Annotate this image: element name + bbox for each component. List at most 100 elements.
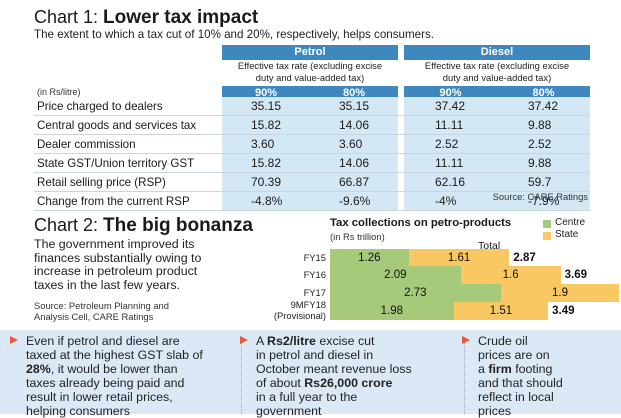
- bar-value-label: 2.73: [404, 287, 427, 299]
- petrol-desc-line1: Effective tax rate (excluding excise: [237, 60, 383, 71]
- note-line: October meant revenue loss: [256, 362, 412, 376]
- note-line: in a full year to the: [256, 390, 358, 404]
- bar-value-label: 1.51: [489, 305, 513, 317]
- table-row-band: [222, 135, 398, 154]
- table-cell: -9.6%: [339, 194, 371, 208]
- table-row-band: [222, 192, 398, 211]
- bar-value-label: 2.09: [384, 269, 407, 281]
- units-label: (in Rs/litre): [37, 87, 81, 97]
- note-line: taxes already being paid and: [26, 376, 185, 390]
- table-row: Central goods and services tax 15.82 14.06…: [34, 116, 590, 135]
- note-2: A Rs2/litre excise cut in petrol and dies…: [240, 334, 412, 418]
- chart1-subtitle: The extent to which a tax cut of 10% and…: [34, 28, 434, 41]
- table-cell: 37.42: [528, 99, 559, 113]
- note-line: helping consumers: [26, 404, 131, 418]
- bar-value-label: 1.26: [358, 252, 381, 264]
- table-row-rule: [34, 115, 590, 116]
- notes-panel: [0, 330, 621, 414]
- table-row-band: [404, 173, 590, 192]
- table-cell: 14.06: [339, 156, 370, 170]
- note-line: taxed at the highest GST slab of: [26, 348, 203, 362]
- table-cell: 35.15: [339, 99, 370, 113]
- notes-divider-2: [464, 338, 466, 414]
- table-cell: 62.16: [435, 175, 466, 189]
- bar-segment-centre: [330, 284, 501, 302]
- table-cell: 11.11: [435, 156, 464, 170]
- bar-total-label: 3.49: [552, 305, 575, 317]
- legend-centre-label: Centre: [555, 217, 586, 228]
- notes-divider-1: [241, 338, 243, 414]
- table-cell: 66.87: [339, 175, 370, 189]
- legend-state-swatch: [543, 232, 551, 240]
- table-row-band: [222, 173, 398, 192]
- table-cell: 2.52: [528, 137, 552, 151]
- note-line: Crude oil: [478, 334, 528, 348]
- table-row-label: Change from the current RSP: [37, 195, 190, 208]
- table-cell: 15.82: [251, 156, 282, 170]
- note-line: prices are on: [478, 348, 550, 362]
- table-row-rule: [34, 153, 590, 154]
- bar-category-label: 9MFY18 (Provisional): [273, 299, 326, 321]
- diesel-header: Diesel: [404, 45, 590, 60]
- bar-chart-title: Tax collections on petro-products: [330, 217, 512, 229]
- chart2-source: Source: Petroleum Planning and Analysis …: [34, 300, 169, 322]
- bar-segment-centre: [330, 302, 454, 320]
- note-line: result in lower retail prices,: [26, 390, 173, 404]
- note-line: reflect in local: [478, 390, 554, 404]
- note-line: prices: [478, 404, 512, 418]
- bar-category-label: FY17: [303, 287, 326, 298]
- note-line: 28%, it would be lower than: [26, 362, 178, 376]
- table-row-rule: [34, 210, 590, 211]
- bar-segment-state: [408, 249, 510, 267]
- bar-value-label: 1.9: [552, 287, 568, 299]
- chart2-source-line1: Source: Petroleum Planning and: [34, 300, 169, 311]
- diesel-desc-line2: duty and value-added tax): [442, 72, 552, 83]
- bar-category-label: FY16: [303, 269, 326, 280]
- note-line: government: [256, 404, 322, 418]
- table-cell: 59.7: [528, 175, 552, 189]
- table-cell: 15.82: [251, 118, 282, 132]
- petrol-rate-description: Effective tax rate (excluding excise dut…: [222, 60, 398, 86]
- legend-state-label: State: [555, 229, 579, 240]
- table-row-band: [404, 154, 590, 173]
- bar-value-label: 1.6: [502, 269, 519, 281]
- table-row-band: [404, 116, 590, 135]
- table-row-label: Dealer commission: [37, 138, 136, 151]
- note-line: Even if petrol and diesel are: [26, 334, 180, 348]
- table-row-rule: [34, 172, 590, 173]
- table-row-label: State GST/Union territory GST: [37, 157, 195, 170]
- chart2-source-line2: Analysis Cell, CARE Ratings: [34, 311, 154, 322]
- chart2-title: Chart 2: The big bonanza: [34, 215, 253, 237]
- table-row-rule: [34, 134, 590, 135]
- table-row-band: [222, 154, 398, 173]
- note-line: and that should: [478, 376, 563, 390]
- petrol-header: Petrol: [222, 45, 398, 60]
- table-cell: 3.60: [339, 137, 363, 151]
- chart1-title: Chart 1: Lower tax impact: [34, 7, 258, 29]
- table-row-label: Central goods and services tax: [37, 119, 197, 132]
- diesel-rate-description: Effective tax rate (excluding excise dut…: [404, 60, 590, 86]
- table-row: Retail selling price (RSP) 70.39 66.87 62.1…: [34, 173, 590, 192]
- legend-centre-swatch: [543, 220, 551, 228]
- table-cell: 37.42: [435, 99, 466, 113]
- table-row: Change from the current RSP -4.8% -9.6% -4%…: [34, 192, 590, 211]
- bar-segment-centre: [330, 249, 409, 267]
- table-row-label: Price charged to dealers: [37, 100, 163, 113]
- chart2-desc-line1: The government improved its: [34, 237, 195, 251]
- chart2-desc-line4: taxes in the last few years.: [34, 277, 181, 292]
- table-cell: -7.9%: [528, 194, 560, 208]
- note-3: Crude oil prices are on a firm footing and …: [462, 334, 563, 418]
- chart1-source: Source: CARE Ratings: [492, 191, 588, 202]
- table-row-rule: [34, 191, 590, 192]
- table-row-band: [222, 116, 398, 135]
- bar-category-label: FY15: [303, 252, 326, 263]
- table-row-label: Retail selling price (RSP): [37, 176, 166, 189]
- arrow-bullet-icon: [10, 336, 18, 344]
- note-line: A Rs2/litre excise cut: [256, 334, 375, 348]
- chart1-title-prefix: Chart 1:: [34, 7, 104, 27]
- arrow-bullet-icon: [240, 336, 248, 344]
- chart1-title-main: Lower tax impact: [103, 7, 259, 28]
- bar-chart-units: (in Rs trillion): [330, 231, 385, 242]
- table-row-band: [404, 135, 590, 154]
- table-row: Dealer commission 3.60 3.60 2.52 2.52: [34, 135, 590, 154]
